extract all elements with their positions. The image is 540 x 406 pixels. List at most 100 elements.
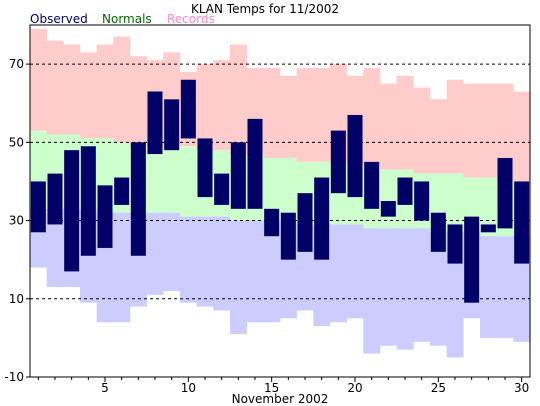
x-tick-label-25: 25 [431, 381, 446, 395]
normal-band-day-22 [380, 169, 397, 229]
record-high-band-day-2 [46, 40, 64, 135]
observed-bar-day-10 [180, 79, 196, 139]
record-low-band-day-28 [480, 236, 497, 338]
record-high-band-day-18 [313, 68, 331, 162]
record-low-band-day-25 [430, 232, 447, 346]
normal-band-day-16 [280, 157, 297, 221]
observed-bar-day-13 [230, 142, 246, 209]
observed-bar-day-25 [430, 212, 446, 252]
record-low-band-day-14 [246, 220, 264, 323]
observed-bar-day-20 [347, 114, 363, 198]
plot-frame [29, 24, 531, 378]
record-low-band-day-29 [496, 236, 514, 338]
observed-bar-day-16 [280, 212, 296, 260]
observed-bar-day-6 [114, 177, 130, 205]
record-high-band-day-27 [463, 83, 481, 178]
record-high-band-day-17 [296, 68, 314, 162]
record-low-band-day-9 [163, 212, 181, 291]
record-high-band-day-26 [446, 79, 464, 174]
record-low-band-day-12 [213, 216, 231, 311]
record-low-band-day-20 [346, 224, 364, 319]
normal-band-day-8 [146, 146, 164, 213]
normal-band-day-26 [446, 173, 464, 233]
grid-lines [30, 63, 530, 300]
record-high-band-day-25 [430, 99, 447, 174]
record-high-band-day-29 [496, 83, 514, 182]
record-high-band-day-15 [263, 68, 281, 158]
observed-bar-day-17 [297, 193, 313, 252]
observed-bar-day-26 [447, 224, 463, 264]
y-tick-label-30: 30 [9, 214, 24, 228]
legend-observed: Observed [30, 12, 88, 26]
record-low-band-day-8 [146, 212, 164, 295]
observed-bar-day-8 [147, 91, 163, 155]
record-high-band-day-3 [63, 44, 81, 135]
record-low-band-day-24 [413, 228, 431, 342]
x-axis-label: November 2002 [232, 392, 329, 406]
record-low-band-day-15 [263, 220, 281, 323]
record-high-band-day-5 [96, 44, 114, 139]
observed-bar-day-12 [214, 173, 230, 205]
observed-bar-day-9 [164, 99, 180, 151]
record-high-band-day-22 [380, 83, 397, 170]
observed-bar-day-14 [247, 118, 263, 209]
legend-records: Records [167, 12, 215, 26]
normal-band-day-9 [163, 146, 181, 213]
y-axis: -10 10 30 50 70 [4, 57, 30, 384]
observed-bar-day-7 [130, 142, 146, 256]
observed-bar-day-19 [330, 130, 346, 194]
observed-bar-day-22 [380, 201, 396, 217]
x-tick-label-10: 10 [181, 381, 196, 395]
record-low-band-day-21 [363, 228, 381, 354]
record-high-band-day-11 [196, 64, 214, 151]
record-low-band-day-13 [230, 220, 247, 334]
observed-bar-day-24 [414, 181, 430, 221]
x-tick-label-30: 30 [514, 381, 529, 395]
observed-bar-day-1 [30, 181, 46, 233]
record-high-band-day-4 [80, 52, 97, 139]
record-high-band-day-23 [396, 75, 414, 170]
record-low-band-day-26 [446, 232, 464, 358]
record-high-band-day-13 [230, 44, 247, 155]
record-low-band-day-6 [113, 212, 131, 323]
y-tick-label-50: 50 [9, 135, 24, 149]
observed-bar-day-23 [397, 177, 413, 205]
x-tick-label-20: 20 [347, 381, 362, 395]
record-high-band-day-6 [113, 36, 131, 143]
record-low-band-day-22 [380, 228, 397, 346]
observed-bars [30, 79, 530, 303]
normal-band-day-28 [480, 177, 497, 237]
record-low-band-day-11 [196, 216, 214, 307]
observed-bar-day-28 [480, 224, 496, 233]
observed-bar-day-15 [264, 208, 280, 237]
observed-bar-day-5 [97, 185, 113, 248]
record-low-band-day-23 [396, 228, 414, 350]
legend-normals: Normals [102, 12, 152, 26]
y-tick-label-10: 10 [9, 292, 24, 306]
x-tick-label-5: 5 [101, 381, 109, 395]
observed-bar-day-18 [314, 177, 330, 260]
record-high-band-day-28 [480, 83, 497, 178]
record-low-band-day-19 [330, 224, 347, 323]
record-high-band-day-30 [513, 91, 531, 182]
observed-bar-day-29 [497, 157, 513, 229]
record-high-band-day-12 [213, 60, 231, 151]
y-tick-label-70: 70 [9, 57, 24, 71]
record-high-band-day-1 [30, 28, 47, 131]
observed-bar-day-30 [514, 181, 530, 264]
x-tick-label-15: 15 [264, 381, 279, 395]
y-tick-label--10: -10 [4, 370, 24, 384]
record-high-band-day-16 [280, 75, 297, 158]
observed-bar-day-4 [80, 146, 96, 256]
normal-band-day-15 [263, 157, 281, 221]
x-axis: 5 10 15 20 25 30 [37, 377, 529, 395]
observed-bar-day-27 [464, 216, 480, 303]
observed-bar-day-11 [197, 138, 213, 198]
observed-bar-day-2 [47, 173, 63, 225]
chart-title: KLAN Temps for 11/2002 [191, 2, 339, 16]
record-high-band-day-7 [130, 56, 147, 147]
record-high-band-day-21 [363, 68, 381, 166]
record-low-band-day-10 [180, 216, 197, 303]
observed-bar-day-21 [364, 161, 380, 209]
